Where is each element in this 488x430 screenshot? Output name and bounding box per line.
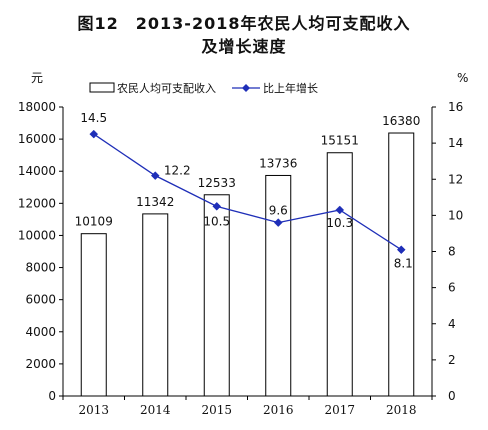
left-tick-label: 8000	[25, 261, 56, 275]
income-bar-label: 16380	[382, 114, 420, 128]
left-tick-label: 14000	[18, 164, 56, 178]
left-axis-unit: 元	[31, 71, 43, 85]
growth-line	[93, 133, 402, 251]
right-tick-label: 2	[448, 353, 456, 367]
x-tick-label: 2013	[78, 403, 109, 417]
growth-point	[212, 201, 222, 211]
left-tick-label: 12000	[18, 196, 56, 210]
legend-bar-swatch	[89, 82, 115, 93]
income-bar	[326, 152, 353, 397]
right-tick-label: 14	[448, 136, 463, 150]
right-tick-label: 8	[448, 245, 456, 259]
left-tick-label: 18000	[18, 100, 56, 114]
legend-bar-label: 农民人均可支配收入	[117, 81, 216, 95]
right-tick-label: 10	[448, 208, 463, 222]
growth-point	[273, 218, 283, 227]
right-tick-label: 4	[448, 317, 456, 331]
growth-point-label: 8.1	[394, 257, 413, 271]
income-bar	[203, 194, 230, 397]
income-bar-label: 15151	[321, 134, 359, 148]
chart-title-line-2: 及增长速度	[201, 37, 287, 56]
chart-title-line-1: 图12 2013-2018年农民人均可支配收入	[77, 14, 411, 33]
growth-point	[89, 129, 99, 139]
right-tick-label: 16	[448, 100, 463, 114]
growth-point-label: 14.5	[80, 111, 107, 125]
income-bar	[265, 174, 292, 397]
income-bar	[388, 132, 415, 397]
growth-point-label: 9.6	[269, 204, 288, 218]
left-tick-label: 6000	[25, 293, 56, 307]
x-tick-label: 2015	[201, 403, 232, 417]
legend-line-marker	[242, 84, 250, 92]
income-bar	[142, 213, 169, 397]
x-tick-label: 2018	[386, 403, 417, 417]
income-bar-label: 11342	[136, 195, 174, 209]
right-tick-label: 0	[448, 389, 456, 403]
x-tick-label: 2017	[324, 403, 355, 417]
x-tick-label: 2016	[263, 403, 294, 417]
left-tick-label: 2000	[25, 357, 56, 371]
income-bar-label: 10109	[75, 215, 113, 229]
legend-line-label: 比上年增长	[263, 81, 318, 95]
growth-point	[335, 205, 345, 215]
growth-point-label: 10.5	[203, 214, 230, 228]
right-tick-label: 6	[448, 281, 456, 295]
left-tick-label: 10000	[18, 228, 56, 242]
income-bar-label: 13736	[259, 156, 297, 170]
right-tick-label: 12	[448, 172, 463, 186]
growth-point-label: 12.2	[164, 164, 191, 178]
x-tick-label: 2014	[140, 403, 171, 417]
income-bar-label: 12533	[198, 176, 236, 190]
left-tick-label: 4000	[25, 325, 56, 339]
income-bar	[80, 233, 107, 397]
left-tick-label: 16000	[18, 132, 56, 146]
right-axis-unit: %	[457, 71, 468, 85]
growth-point	[150, 171, 160, 180]
growth-point-label: 10.3	[326, 216, 353, 230]
left-tick-label: 0	[48, 389, 56, 403]
growth-point	[396, 245, 406, 255]
